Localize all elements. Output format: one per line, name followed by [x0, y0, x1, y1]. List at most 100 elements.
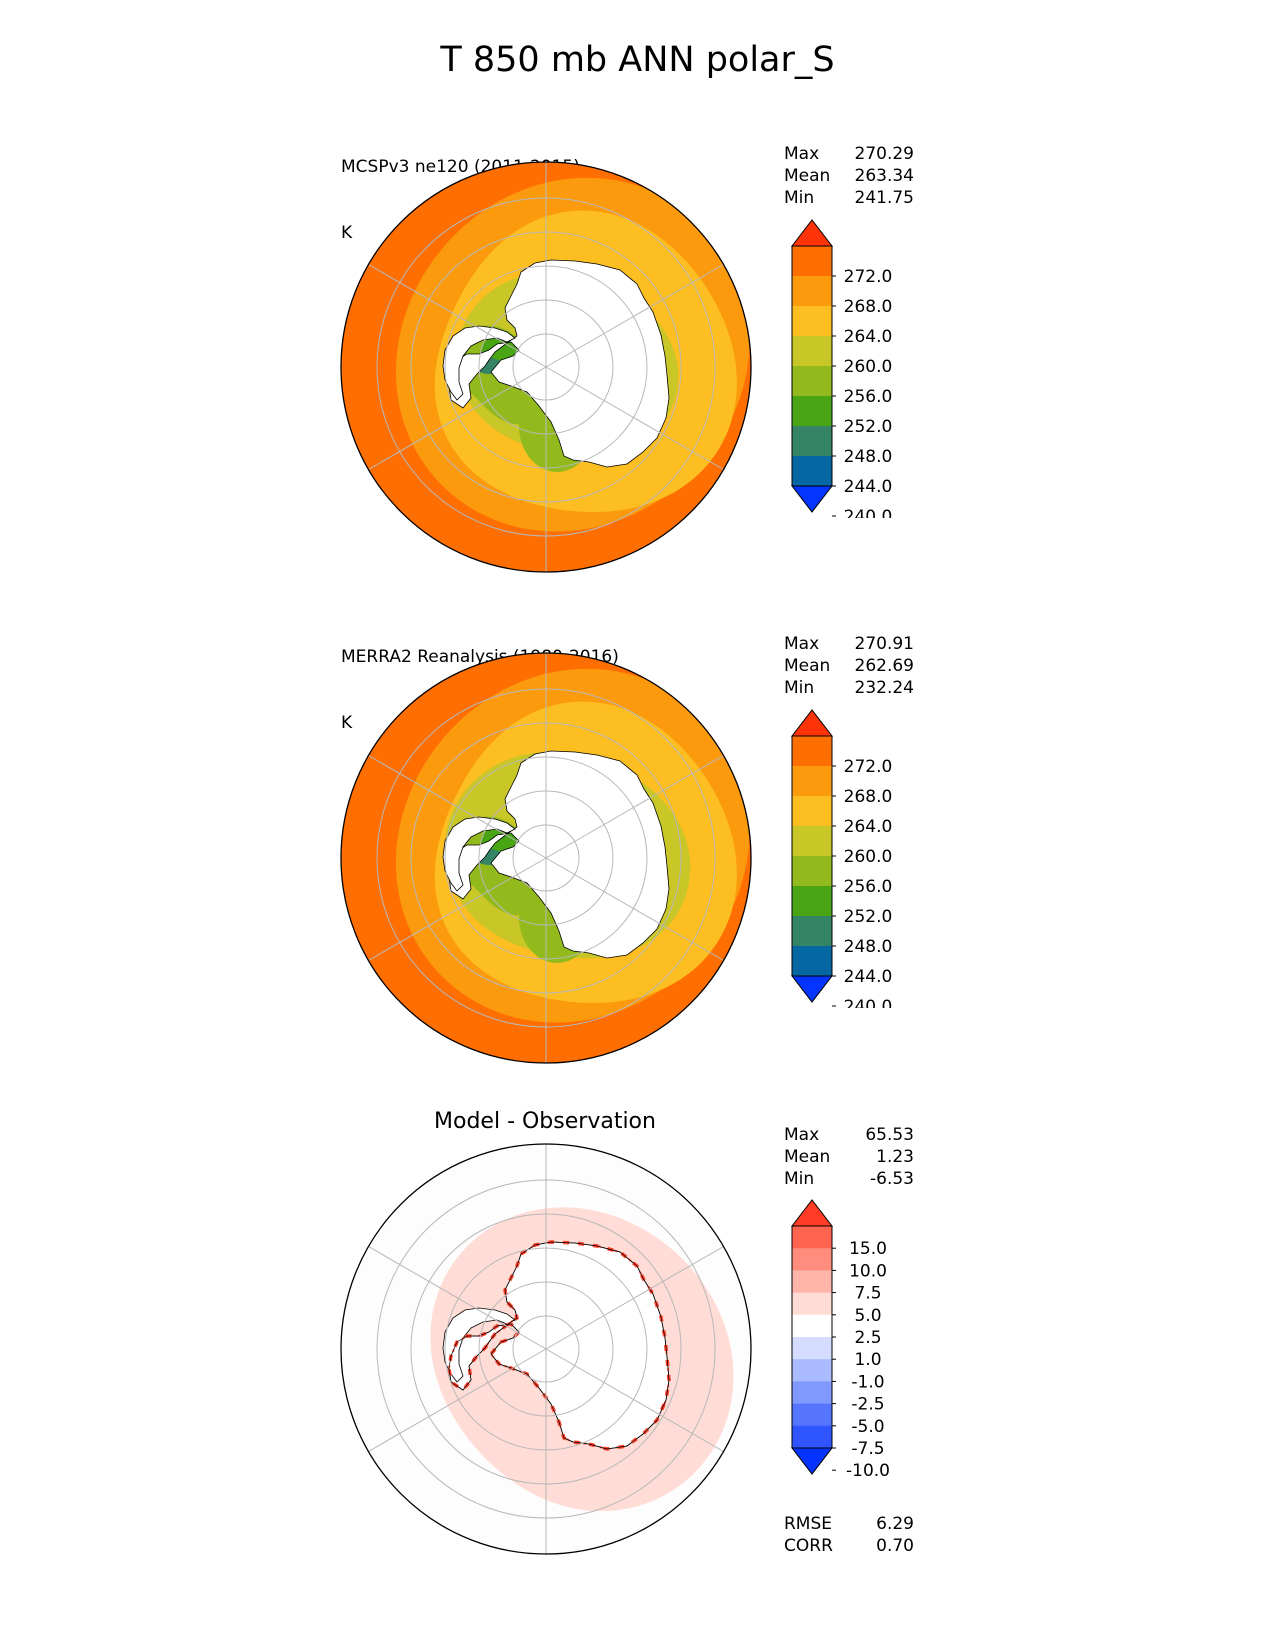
panel-3-polar-map	[340, 1143, 752, 1555]
map-boundary	[340, 161, 752, 573]
meridian-line	[545, 366, 724, 470]
colorbar-segment	[792, 1226, 832, 1249]
meridian-line	[368, 755, 547, 859]
panel-2-units: K	[341, 713, 353, 733]
colorbar-segment	[792, 826, 832, 857]
colorbar-segment	[792, 396, 832, 427]
panel-1-units: K	[341, 223, 353, 243]
antarctic-peninsula	[442, 325, 516, 401]
min-label: Min	[784, 678, 815, 698]
colorbar-tick-label: -10.0	[846, 1461, 890, 1478]
panel-2-colorbar: 272.0 268.0 264.0 260.0 256.0 252.0 248.0 244.0…	[790, 709, 893, 1008]
colorbar-segment	[792, 1425, 832, 1449]
min-value: -6.53	[870, 1169, 914, 1189]
colorbar-segment	[792, 1403, 832, 1427]
colorbar-tick-label: -7.5	[851, 1439, 884, 1459]
mean-value: 263.34	[854, 166, 914, 186]
colorbar-segment	[792, 306, 832, 337]
meridian-line	[545, 264, 724, 368]
panel-3-colorbar: 15.010.0 7.55.02.51.0-1.0 -2.5-5.0-7.5 -10.…	[790, 1199, 890, 1478]
min-value: 232.24	[854, 678, 914, 698]
colorbar-tick-label: 7.5	[854, 1284, 881, 1304]
colorbar-segment	[792, 366, 832, 397]
colorbar-segment	[792, 1248, 832, 1271]
rmse-value: 6.29	[876, 1514, 914, 1534]
antarctic-peninsula	[442, 816, 516, 892]
colorbar-tick-label: 1.0	[854, 1350, 881, 1370]
antarctica-land	[448, 259, 670, 468]
colorbar-tick-label: 252.0	[844, 907, 893, 927]
colorbar-tick-label: 260.0	[844, 357, 893, 377]
max-label: Max	[784, 1125, 820, 1145]
min-label: Min	[784, 1169, 815, 1189]
meridian-line	[368, 366, 547, 470]
colorbar-tick-label: 264.0	[844, 817, 893, 837]
panel-1-polar-map	[340, 161, 752, 573]
colorbar-segment	[792, 456, 832, 487]
colorbar-segment	[792, 796, 832, 827]
mean-label: Mean	[784, 166, 831, 186]
colorbar-tick-label: 244.0	[844, 477, 893, 497]
panel-1-colorbar: 272.0 268.0 264.0 260.0 256.0 252.0 248.0 244.0…	[790, 219, 893, 518]
colorbar-tick-label: 2.5	[854, 1328, 881, 1348]
panel-3-stats: Max 65.53 Mean 1.23 Min -6.53	[784, 1124, 914, 1190]
map-boundary	[340, 1143, 752, 1555]
colorbar-tick-label: 268.0	[844, 787, 893, 807]
colorbar-tick-label: 248.0	[844, 937, 893, 957]
max-label: Max	[784, 144, 820, 164]
min-value: 241.75	[854, 188, 914, 208]
colorbar-segment	[792, 336, 832, 367]
colorbar-tick-label: 5.0	[854, 1306, 881, 1326]
colorbar-extend-min	[790, 1447, 834, 1475]
corr-value: 0.70	[876, 1536, 914, 1556]
panel-3-metrics: RMSE 6.29 CORR 0.70	[784, 1513, 914, 1557]
colorbar-segment	[792, 1270, 832, 1294]
colorbar-tick-label: 10.0	[849, 1261, 887, 1281]
colorbar-tick-label: -5.0	[851, 1417, 884, 1437]
colorbar-segment	[792, 736, 832, 767]
colorbar-extend-min	[790, 975, 834, 1003]
meridian-line	[545, 1348, 724, 1452]
colorbar-segment	[792, 246, 832, 277]
map-boundary	[340, 652, 752, 1064]
colorbar-tick-label: 248.0	[844, 447, 893, 467]
antarctica-land	[448, 750, 670, 959]
colorbar-tick-label: 260.0	[844, 847, 893, 867]
rmse-label: RMSE	[784, 1514, 833, 1534]
graticule	[368, 162, 724, 572]
corr-label: CORR	[784, 1536, 833, 1556]
mean-label: Mean	[784, 1147, 831, 1167]
mean-value: 1.23	[876, 1147, 914, 1167]
colorbar-segment	[792, 1314, 832, 1338]
panel-3-title: Model - Observation	[434, 1109, 656, 1134]
colorbar-tick-label: 240.0	[844, 997, 893, 1008]
colorbar-tick-label: 256.0	[844, 387, 893, 407]
colorbar-segment	[792, 946, 832, 977]
mean-value: 262.69	[854, 656, 914, 676]
max-label: Max	[784, 634, 820, 654]
field-layer	[341, 653, 751, 1063]
colorbar-tick-label: 244.0	[844, 967, 893, 987]
colorbar-segment	[792, 886, 832, 917]
panel-2-stats: Max 270.91 Mean 262.69 Min 232.24	[784, 633, 914, 699]
panel-2-polar-map	[340, 652, 752, 1064]
meridian-line	[545, 857, 724, 961]
meridian-line	[368, 1246, 547, 1350]
colorbar-tick-label: -2.5	[851, 1395, 884, 1415]
colorbar-segment	[792, 766, 832, 797]
colorbar-extend-max	[790, 1199, 834, 1227]
colorbar-tick-label: 268.0	[844, 297, 893, 317]
colorbar-segment	[792, 856, 832, 887]
colorbar-extend-min	[790, 485, 834, 513]
colorbar-segment	[792, 1337, 832, 1360]
colorbar-extend-max	[790, 709, 834, 737]
meridian-line	[368, 264, 547, 368]
colorbar-extend-max	[790, 219, 834, 247]
graticule	[368, 653, 724, 1063]
colorbar-tick-label: 240.0	[844, 507, 893, 518]
min-label: Min	[784, 188, 815, 208]
colorbar-segment	[792, 276, 832, 307]
colorbar-tick-label: 256.0	[844, 877, 893, 897]
colorbar-tick-label: 264.0	[844, 327, 893, 347]
antarctica-coastline	[448, 1241, 670, 1450]
